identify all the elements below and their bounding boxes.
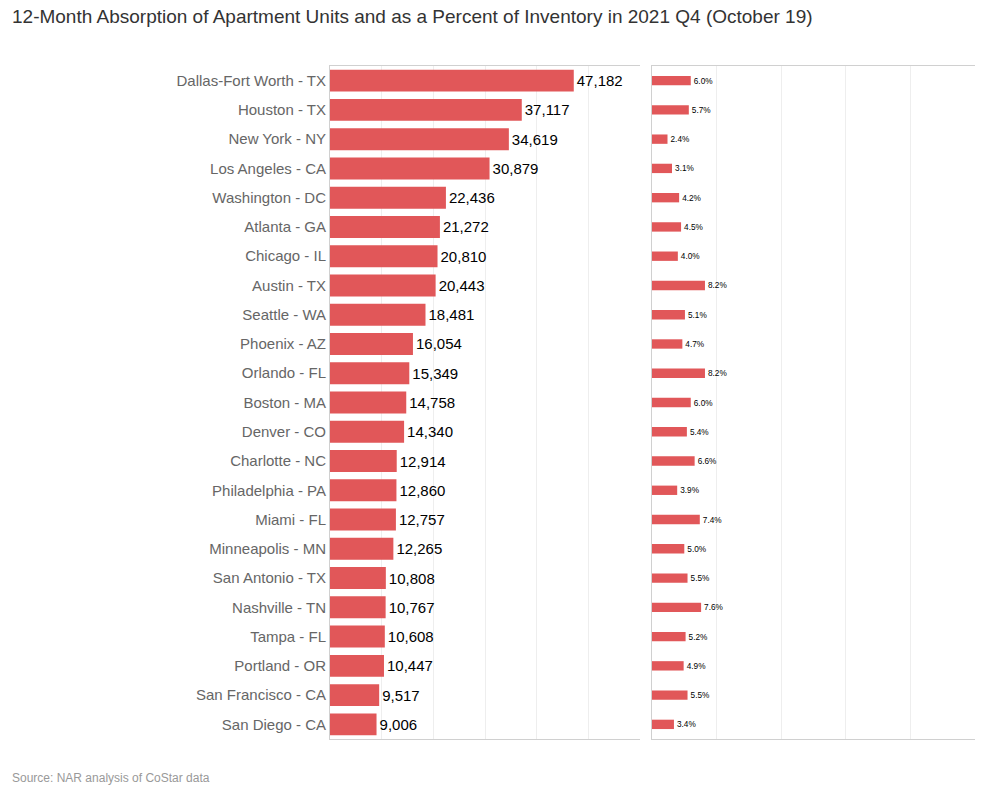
- svg-text:12,914: 12,914: [400, 453, 446, 470]
- svg-text:Dallas-Fort Worth - TX: Dallas-Fort Worth - TX: [177, 72, 326, 89]
- svg-text:14,340: 14,340: [407, 423, 453, 440]
- svg-text:7.4%: 7.4%: [703, 516, 722, 525]
- svg-text:4.9%: 4.9%: [687, 662, 706, 671]
- svg-text:Source: NAR analysis of CoStar: Source: NAR analysis of CoStar data: [12, 771, 210, 785]
- svg-text:Philadelphia - PA: Philadelphia - PA: [212, 482, 326, 499]
- svg-text:Austin - TX: Austin - TX: [252, 277, 326, 294]
- svg-text:New York - NY: New York - NY: [228, 130, 326, 147]
- svg-text:5.5%: 5.5%: [691, 691, 710, 700]
- svg-text:6.0%: 6.0%: [694, 399, 713, 408]
- svg-text:34,619: 34,619: [512, 131, 558, 148]
- svg-text:Portland - OR: Portland - OR: [234, 657, 326, 674]
- svg-text:8.2%: 8.2%: [708, 281, 727, 290]
- svg-text:14,758: 14,758: [409, 394, 455, 411]
- svg-text:10,608: 10,608: [388, 628, 434, 645]
- svg-text:Charlotte - NC: Charlotte - NC: [230, 452, 326, 469]
- svg-text:Denver - CO: Denver - CO: [242, 423, 326, 440]
- svg-text:18,481: 18,481: [428, 306, 474, 323]
- svg-text:4.0%: 4.0%: [681, 252, 700, 261]
- svg-text:4.5%: 4.5%: [684, 223, 703, 232]
- svg-text:Seattle - WA: Seattle - WA: [242, 306, 326, 323]
- svg-text:5.4%: 5.4%: [690, 428, 709, 437]
- svg-text:5.2%: 5.2%: [689, 633, 708, 642]
- svg-text:Washington - DC: Washington - DC: [212, 189, 326, 206]
- svg-text:5.5%: 5.5%: [691, 574, 710, 583]
- svg-text:22,436: 22,436: [449, 189, 495, 206]
- svg-text:12,757: 12,757: [399, 511, 445, 528]
- svg-text:3.9%: 3.9%: [680, 486, 699, 495]
- svg-text:47,182: 47,182: [577, 72, 623, 89]
- svg-text:3.1%: 3.1%: [675, 164, 694, 173]
- svg-text:12,860: 12,860: [399, 482, 445, 499]
- svg-text:Orlando - FL: Orlando - FL: [242, 364, 326, 381]
- svg-text:San Francisco - CA: San Francisco - CA: [196, 686, 326, 703]
- svg-text:9,517: 9,517: [382, 687, 420, 704]
- svg-text:16,054: 16,054: [416, 335, 462, 352]
- svg-text:9,006: 9,006: [380, 716, 418, 733]
- svg-text:5.7%: 5.7%: [692, 106, 711, 115]
- svg-text:Nashville - TN: Nashville - TN: [232, 599, 326, 616]
- svg-text:Minneapolis - MN: Minneapolis - MN: [209, 540, 326, 557]
- svg-text:30,879: 30,879: [493, 160, 539, 177]
- svg-text:15,349: 15,349: [412, 365, 458, 382]
- svg-text:10,808: 10,808: [389, 570, 435, 587]
- svg-text:12,265: 12,265: [396, 540, 442, 557]
- svg-text:Chicago - IL: Chicago - IL: [245, 247, 326, 264]
- svg-text:Atlanta - GA: Atlanta - GA: [244, 218, 326, 235]
- svg-text:3.4%: 3.4%: [677, 720, 696, 729]
- svg-text:4.2%: 4.2%: [682, 194, 701, 203]
- svg-text:Boston - MA: Boston - MA: [243, 394, 326, 411]
- svg-text:12-Month Absorption of Apartme: 12-Month Absorption of Apartment Units a…: [12, 6, 813, 27]
- svg-text:Miami - FL: Miami - FL: [255, 511, 326, 528]
- svg-text:20,443: 20,443: [439, 277, 485, 294]
- svg-text:2.4%: 2.4%: [671, 135, 690, 144]
- svg-text:5.1%: 5.1%: [688, 311, 707, 320]
- svg-text:21,272: 21,272: [443, 218, 489, 235]
- svg-text:5.0%: 5.0%: [687, 545, 706, 554]
- svg-text:Los Angeles - CA: Los Angeles - CA: [210, 160, 326, 177]
- svg-text:8.2%: 8.2%: [708, 369, 727, 378]
- svg-text:10,447: 10,447: [387, 657, 433, 674]
- svg-text:6.6%: 6.6%: [698, 457, 717, 466]
- svg-text:4.7%: 4.7%: [685, 340, 704, 349]
- svg-text:San Antonio - TX: San Antonio - TX: [213, 569, 326, 586]
- svg-text:6.0%: 6.0%: [694, 77, 713, 86]
- svg-text:20,810: 20,810: [441, 248, 487, 265]
- svg-text:37,117: 37,117: [525, 101, 570, 118]
- svg-text:Phoenix - AZ: Phoenix - AZ: [240, 335, 326, 352]
- svg-text:San Diego - CA: San Diego - CA: [222, 716, 326, 733]
- svg-text:10,767: 10,767: [389, 599, 435, 616]
- svg-text:Houston - TX: Houston - TX: [238, 101, 326, 118]
- svg-text:Tampa - FL: Tampa - FL: [250, 628, 326, 645]
- svg-text:7.6%: 7.6%: [704, 603, 723, 612]
